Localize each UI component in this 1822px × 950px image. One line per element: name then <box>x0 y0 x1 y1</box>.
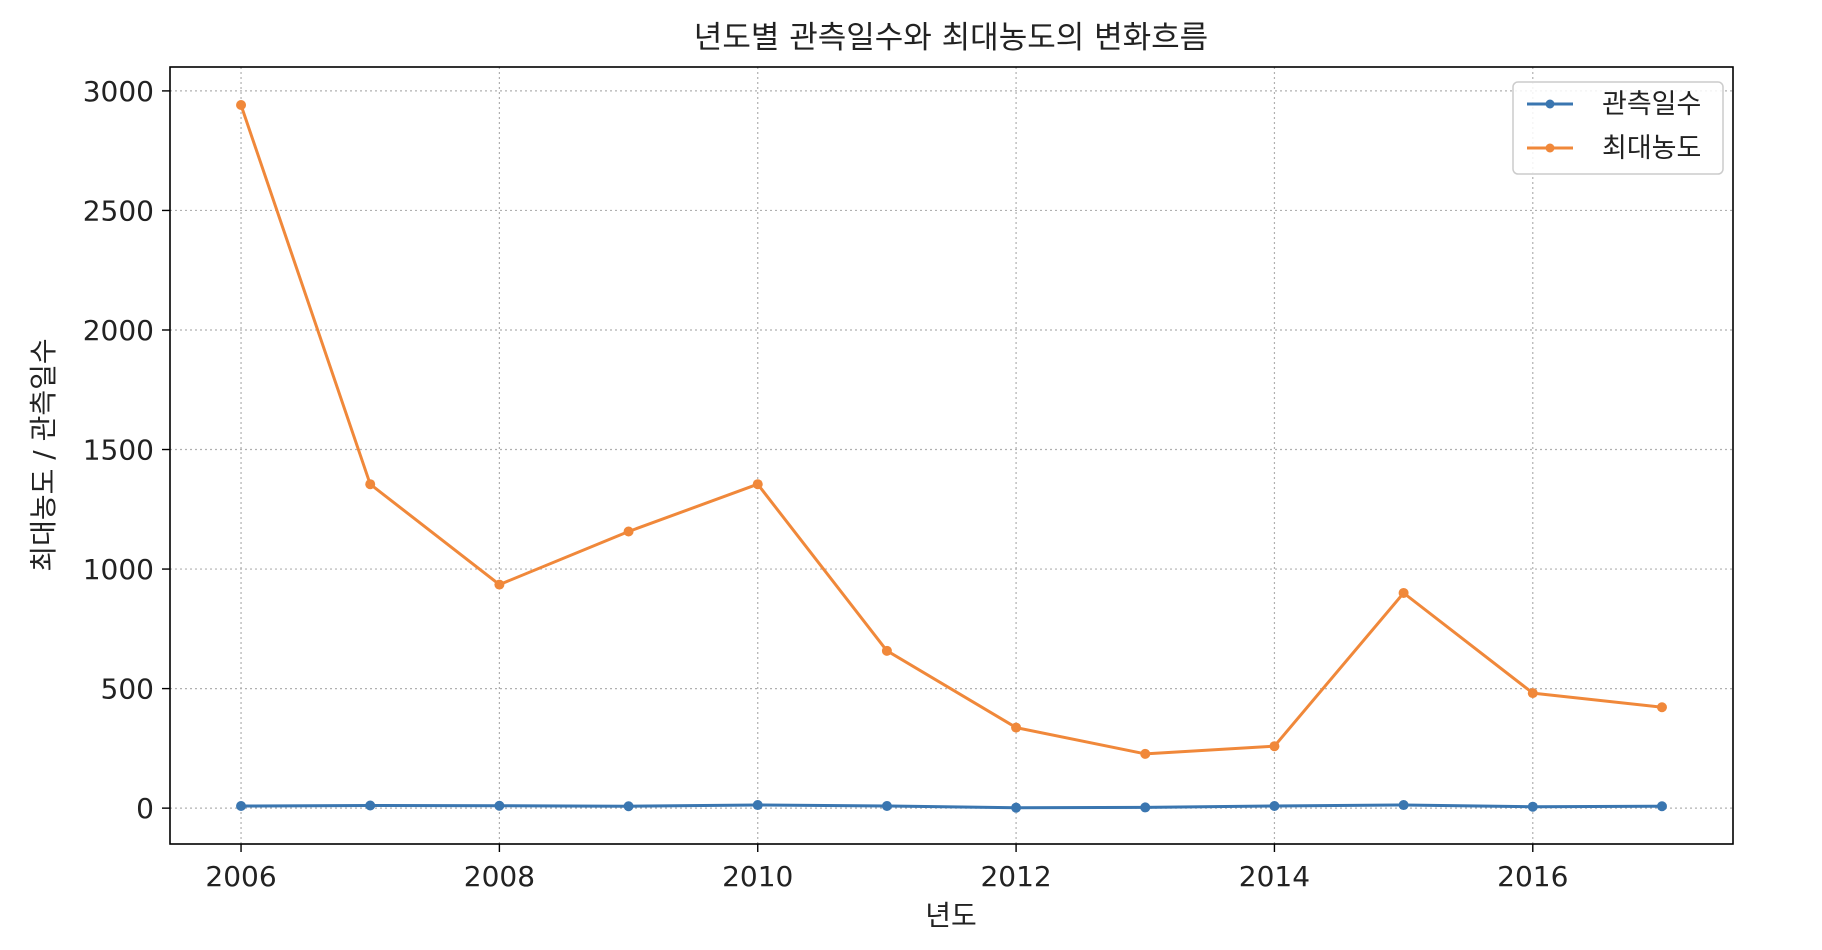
data-point-max-concentration <box>365 479 376 490</box>
x-tick-label: 2006 <box>205 860 276 893</box>
y-tick-label: 2500 <box>83 194 154 227</box>
x-tick-label: 2012 <box>980 860 1051 893</box>
data-point-observed-days <box>236 800 247 811</box>
data-point-observed-days <box>1527 801 1538 812</box>
grid-lines <box>170 67 1733 844</box>
data-point-observed-days <box>1269 800 1280 811</box>
plot-area-frame <box>169 66 1734 845</box>
data-point-observed-days <box>494 800 505 811</box>
x-tick-label: 2014 <box>1239 860 1310 893</box>
data-point-observed-days <box>1140 802 1151 813</box>
legend-label-max-concentration: 최대농도 <box>1602 133 1701 164</box>
y-tick-label: 500 <box>101 673 154 706</box>
data-point-max-concentration <box>1398 587 1409 598</box>
legend-marker-max-concentration <box>1545 143 1555 153</box>
data-point-max-concentration <box>236 100 247 111</box>
x-axis-title: 년도 <box>925 899 977 932</box>
legend: 관측일수 최대농도 <box>1512 81 1724 175</box>
data-point-max-concentration <box>623 526 634 537</box>
data-point-max-concentration <box>1140 748 1151 759</box>
y-axis-title: 최대농도 / 관측일수 <box>27 338 60 571</box>
y-tick-label: 1500 <box>83 434 154 467</box>
data-point-observed-days <box>752 800 763 811</box>
series-lines <box>236 100 1667 813</box>
series-line-observed-days <box>239 803 1664 810</box>
y-tick-label: 2000 <box>83 314 154 347</box>
y-tick-label: 1000 <box>83 553 154 586</box>
x-tick-label: 2016 <box>1497 860 1568 893</box>
data-point-observed-days <box>623 801 634 812</box>
data-point-max-concentration <box>1527 688 1538 699</box>
series-line-max-concentration <box>239 103 1664 756</box>
data-point-observed-days <box>881 800 892 811</box>
data-point-observed-days <box>1656 801 1667 812</box>
data-point-observed-days <box>365 800 376 811</box>
x-tick-label: 2008 <box>464 860 535 893</box>
legend-marker-observed-days <box>1545 99 1555 109</box>
data-point-max-concentration <box>494 579 505 590</box>
y-tick-label: 3000 <box>83 75 154 108</box>
data-point-observed-days <box>1398 800 1409 811</box>
data-point-max-concentration <box>752 479 763 490</box>
data-point-max-concentration <box>1269 741 1280 752</box>
data-point-max-concentration <box>881 645 892 656</box>
data-point-max-concentration <box>1656 702 1667 713</box>
y-tick-label: 0 <box>136 792 154 825</box>
data-point-max-concentration <box>1011 722 1022 733</box>
x-tick-label: 2010 <box>722 860 793 893</box>
chart-title: 년도별 관측일수와 최대농도의 변화흐름 <box>694 20 1208 56</box>
legend-label-observed-days: 관측일수 <box>1602 89 1701 120</box>
data-point-observed-days <box>1011 802 1022 813</box>
axis-ticks: 2006 2008 2010 2012 2014 2016 0 500 1000 1500 2000… <box>83 75 1569 893</box>
